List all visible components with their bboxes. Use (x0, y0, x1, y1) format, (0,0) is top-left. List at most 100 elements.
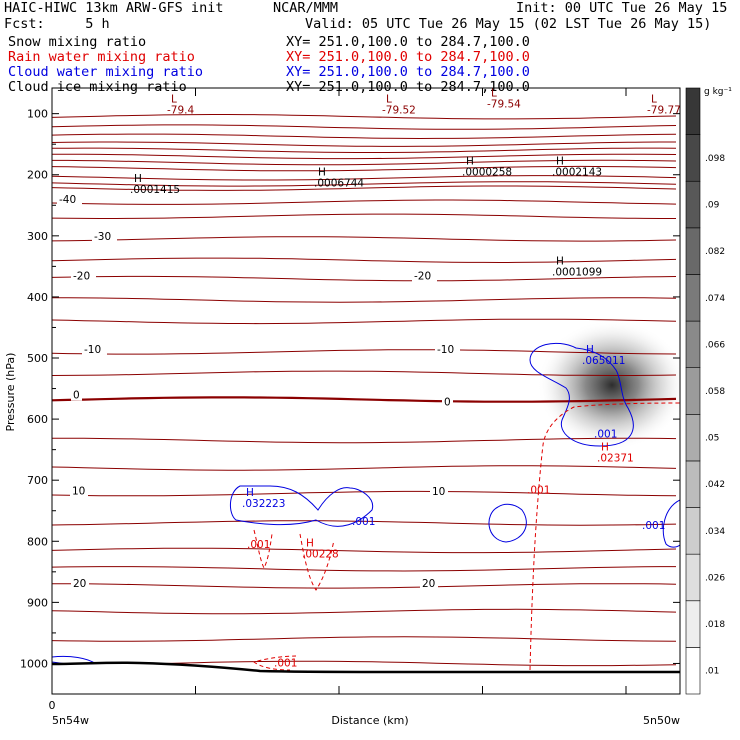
distance-axis: 0 (49, 88, 627, 712)
extremum-letter: H (556, 255, 564, 267)
extremum-value: .0000258 (462, 167, 512, 179)
temp-label-bg (82, 343, 107, 355)
extremum-value: .0002143 (552, 167, 602, 179)
temp-label: -10 (437, 344, 454, 356)
isotherm (52, 465, 677, 471)
colorbar-segment (685, 134, 701, 182)
extremum-value: -79.4 (167, 104, 194, 116)
temp-label-bg (71, 577, 89, 589)
rain-field-name: Rain water mixing ratio (8, 49, 195, 65)
cloud-water-contour-edge (662, 499, 680, 548)
cloud-water-contour-small (488, 503, 527, 543)
x-axis-title: Distance (km) (331, 714, 408, 727)
colorbar-level-label: .074 (705, 294, 725, 304)
colorbar-level-label: .018 (705, 620, 725, 630)
colorbar-segment (685, 647, 701, 695)
extremum-letter: H (134, 173, 142, 185)
colorbar-level-label: .034 (705, 527, 725, 537)
extremum-value: .0006744 (314, 178, 364, 190)
extremum-value: .0001099 (552, 266, 602, 278)
isotherm (52, 213, 676, 219)
colorbar-segment (685, 507, 701, 555)
temp-label: -10 (84, 344, 101, 356)
rain-contour-mid (299, 533, 335, 591)
temp-label-bg (435, 343, 460, 355)
colorbar-segment (685, 367, 701, 415)
extremum-value: .0001415 (130, 184, 180, 196)
temp-label-bg (420, 577, 438, 589)
institution-label: NCAR/MMM (273, 0, 339, 16)
colorbar-level-label: .05 (705, 434, 719, 444)
rain-contour-surface (252, 655, 297, 671)
y-tick-label: 100 (27, 108, 48, 121)
colorbar-segment (685, 274, 701, 322)
temperature-contours (52, 114, 677, 667)
colorbar-segment (685, 600, 701, 648)
isotherm (52, 175, 677, 181)
extremum-letter: L (491, 87, 497, 99)
isotherm (52, 349, 677, 355)
contour-value-label: .001 (642, 520, 665, 532)
isotherm (52, 566, 676, 572)
extremum-letter: H (466, 156, 474, 168)
temp-label: 0 (444, 396, 451, 408)
extremum-letter: H (318, 167, 326, 179)
colorbar: .01 .018 .026 .034 .042 .05 .058 .066 .074 .082 .0… (685, 87, 725, 695)
temp-label-bg (430, 486, 448, 498)
contour-value-label: .001 (274, 658, 297, 670)
isotherm (52, 520, 677, 526)
x-left-location: 5n54w (52, 714, 89, 727)
extremum-value: -79.77 (647, 104, 681, 116)
isotherm (52, 297, 677, 303)
temp-label-bg (71, 389, 82, 401)
colorbar-level-label: .026 (705, 573, 725, 583)
rain-field-xy: XY= 251.0,100.0 to 284.7,100.0 (286, 49, 530, 65)
temp-label: -30 (94, 231, 111, 243)
colorbar-level-label: .058 (705, 387, 725, 397)
colorbar-segment (685, 320, 701, 368)
y-tick-label: 1000 (20, 657, 48, 670)
isotherm-zero (52, 396, 677, 403)
rain-contour-column (529, 402, 680, 671)
extremum-letter: H (556, 156, 564, 168)
isotherm (52, 181, 677, 187)
isotherm (52, 165, 677, 172)
x-right-location: 5n50w (643, 714, 680, 727)
y-tick-label: 600 (27, 413, 48, 426)
temp-label-bg (71, 270, 96, 282)
isotherm (52, 153, 677, 160)
colorbar-unit: g kg⁻¹ (704, 87, 732, 97)
temp-label: -20 (414, 271, 431, 283)
extremum-value: -79.54 (487, 98, 521, 110)
temp-label: -20 (73, 271, 90, 283)
extremum-letter: L (386, 93, 392, 105)
isotherm (52, 437, 677, 444)
temp-label: 20 (422, 578, 435, 590)
terrain-mask (52, 662, 680, 694)
extremum-letter: H (601, 442, 609, 454)
colorbar-level-label: .01 (705, 667, 719, 677)
temp-label: 20 (73, 578, 86, 590)
cloudice-field-xy: XY= 251.0,100.0 to 284.7,100.0 (286, 79, 530, 95)
temp-label: 10 (72, 486, 85, 498)
cloud-water-contour-upper (529, 342, 634, 447)
cloudice-field-name: Cloud ice mixing ratio (8, 79, 187, 95)
temp-label-bg (412, 270, 437, 282)
y-tick-label: 500 (27, 352, 48, 365)
extremum-value: .032223 (242, 498, 285, 510)
colorbar-level-label: .042 (705, 480, 725, 490)
mixing-ratio-contours (52, 342, 680, 671)
extremum-letter: L (171, 93, 177, 105)
contour-value-label: .001 (594, 428, 617, 440)
temp-label: 0 (73, 390, 80, 402)
isotherm (52, 124, 677, 130)
contour-value-label: .001 (527, 485, 550, 497)
extremum-letter: L (651, 93, 657, 105)
model-title: HAIC-HIWC 13km ARW-GFS init (4, 0, 224, 16)
y-tick-label: 700 (27, 474, 48, 487)
init-time: Init: 00 UTC Tue 26 May 15 (516, 0, 728, 16)
isotherm (52, 199, 677, 205)
contour-value-label: .001 (352, 516, 375, 528)
